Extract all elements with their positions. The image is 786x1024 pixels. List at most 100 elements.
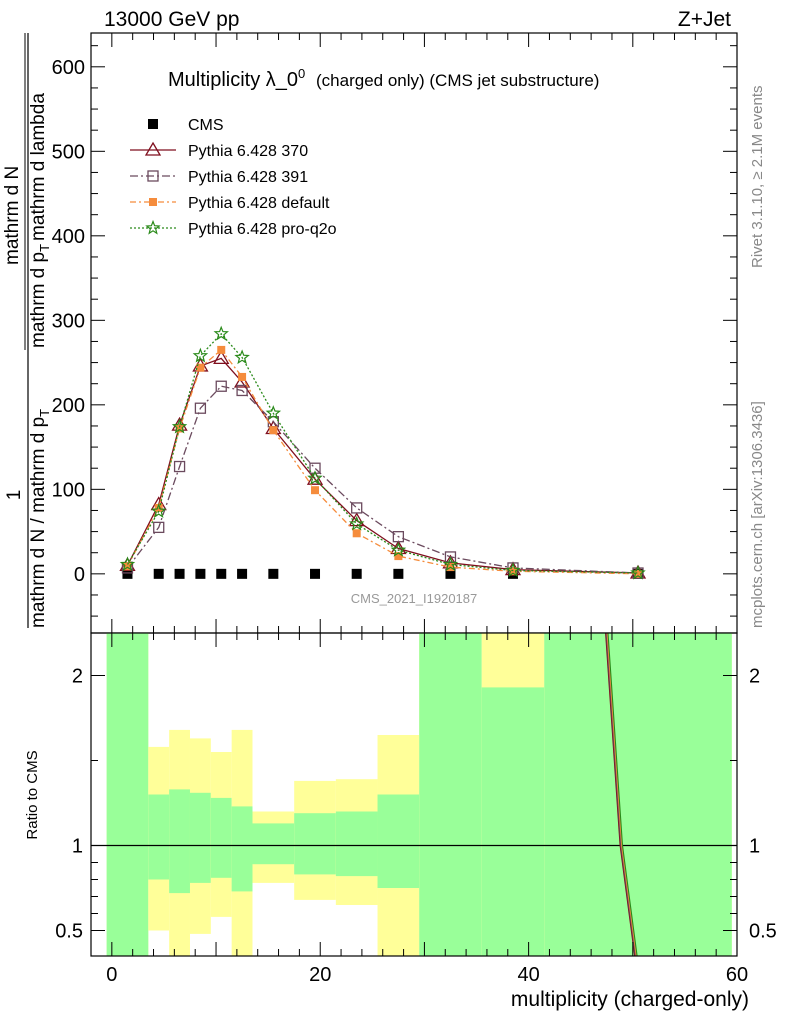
green-band [148, 794, 170, 880]
y-tick-label: 100 [52, 479, 85, 501]
y-tick-label: 400 [52, 226, 85, 248]
x-tick-label: 20 [309, 964, 331, 986]
cms-point [351, 568, 362, 579]
green-band [294, 813, 336, 875]
cms-point [393, 568, 404, 579]
open-square-marker [147, 170, 159, 182]
legend-label: Pythia 6.428 370 [188, 143, 308, 160]
ratio-y-tick-label-right: 0.5 [749, 921, 777, 943]
open-square-marker [444, 551, 457, 563]
y-tick-label: 200 [52, 395, 85, 417]
rivet-side-label: Rivet 3.1.10, ≥ 2.1M events [749, 86, 766, 269]
cms-point [148, 119, 158, 129]
filled-square-marker [311, 486, 320, 495]
open-square-marker [215, 380, 227, 392]
ratio-y-tick-label-right: 1 [749, 836, 760, 858]
legend-label: Pythia 6.428 default [188, 195, 330, 212]
open-square-marker [351, 502, 363, 514]
ratio-y-tick-label: 1 [72, 836, 83, 858]
x-tick-label: 40 [517, 964, 539, 986]
header-right-label: Z+Jet [678, 8, 731, 31]
open-square-marker [194, 402, 207, 414]
open-square-marker [173, 460, 186, 473]
filled-square-marker [154, 503, 163, 512]
cms-point [268, 568, 279, 579]
green-band [189, 792, 211, 883]
star-marker [348, 515, 365, 531]
series-4 [119, 325, 646, 580]
star-marker [119, 556, 136, 572]
filled-square-marker [149, 198, 157, 206]
filled-square-marker [217, 345, 226, 354]
ratio-y-tick-label-right: 2 [749, 666, 760, 688]
header-left-label: 13000 GeV pp [104, 8, 239, 31]
chart-title: Multiplicity λ_00 (charged only) (CMS je… [168, 66, 599, 91]
filled-square-marker [394, 552, 403, 561]
ylabel-inner-denominator: mathrm d pTmathrm d lambda [28, 93, 52, 348]
series-line [126, 357, 639, 574]
analysis-tag: CMS_2021_I1920187 [351, 591, 478, 606]
y-tick-label: 300 [52, 310, 85, 332]
legend-label: CMS [188, 117, 224, 134]
green-band [252, 823, 295, 865]
cms-point [310, 568, 321, 579]
cms-point [216, 568, 227, 579]
cms-point [153, 568, 164, 579]
green-band [544, 633, 732, 956]
y-tick-label: 600 [52, 57, 85, 79]
cms-point [174, 568, 185, 579]
mcplots-side-label: mcplots.cern.ch [arXiv:1306.3436] [749, 401, 766, 628]
green-band [106, 633, 149, 956]
star-marker [390, 542, 407, 557]
ratio-ylabel: Ratio to CMS [24, 750, 41, 839]
cms-point [445, 568, 456, 579]
green-band [335, 811, 378, 877]
series-line [126, 385, 639, 574]
triangle-marker [233, 373, 251, 388]
green-band [419, 633, 482, 956]
star-marker [265, 405, 282, 420]
ratio-curve [605, 632, 637, 957]
y-tick-label: 0 [74, 564, 85, 586]
green-band [231, 806, 253, 892]
main-ylabel: 1 mathrm d N / mathrm d pT mathrm d N ma… [2, 33, 52, 628]
x-tick-label: 0 [106, 964, 117, 986]
filled-square-marker [352, 529, 361, 538]
filled-square-marker [175, 424, 184, 433]
ratio-curve [606, 632, 637, 957]
series-3 [123, 345, 643, 578]
x-tick-label: 60 [726, 964, 748, 986]
triangle-marker [144, 141, 162, 156]
star-marker [150, 503, 167, 518]
filled-square-marker [634, 569, 643, 578]
star-marker [192, 347, 209, 363]
filled-square-marker [269, 426, 278, 435]
star-marker [442, 556, 459, 572]
star-marker [171, 418, 188, 434]
legend: CMS Pythia 6.428 370 Pythia 6.428 391 Pythi… [130, 117, 337, 238]
series-line [126, 332, 639, 574]
filled-square-marker [508, 567, 517, 576]
star-marker [307, 470, 323, 485]
filled-square-marker [123, 562, 132, 571]
ylabel-denominator: mathrm d N / mathrm d pT [28, 409, 52, 628]
star-marker [213, 325, 229, 341]
open-square-marker [236, 384, 248, 397]
ratio-y-tick-label: 2 [72, 666, 83, 688]
star-marker [505, 562, 521, 578]
filled-square-marker [196, 363, 205, 372]
ratio-curve [607, 632, 638, 957]
ratio-y-tick-label: 0.5 [55, 921, 83, 943]
legend-label: Pythia 6.428 391 [188, 169, 308, 186]
open-square-marker [153, 521, 165, 534]
ylabel-numerator: mathrm d N [2, 166, 23, 265]
cms-point [122, 568, 133, 579]
ratio-panel: 0.5 0.51 12 20 20 40 60 [55, 632, 777, 986]
ratio-curve [605, 632, 636, 957]
main-panel: 0 100 200 300 400 500 600 Multiplicity λ_00 (ch… [52, 32, 738, 634]
green-band [377, 794, 420, 888]
green-band [481, 687, 545, 956]
green-band [210, 797, 232, 878]
ylabel-one: 1 [4, 490, 25, 501]
